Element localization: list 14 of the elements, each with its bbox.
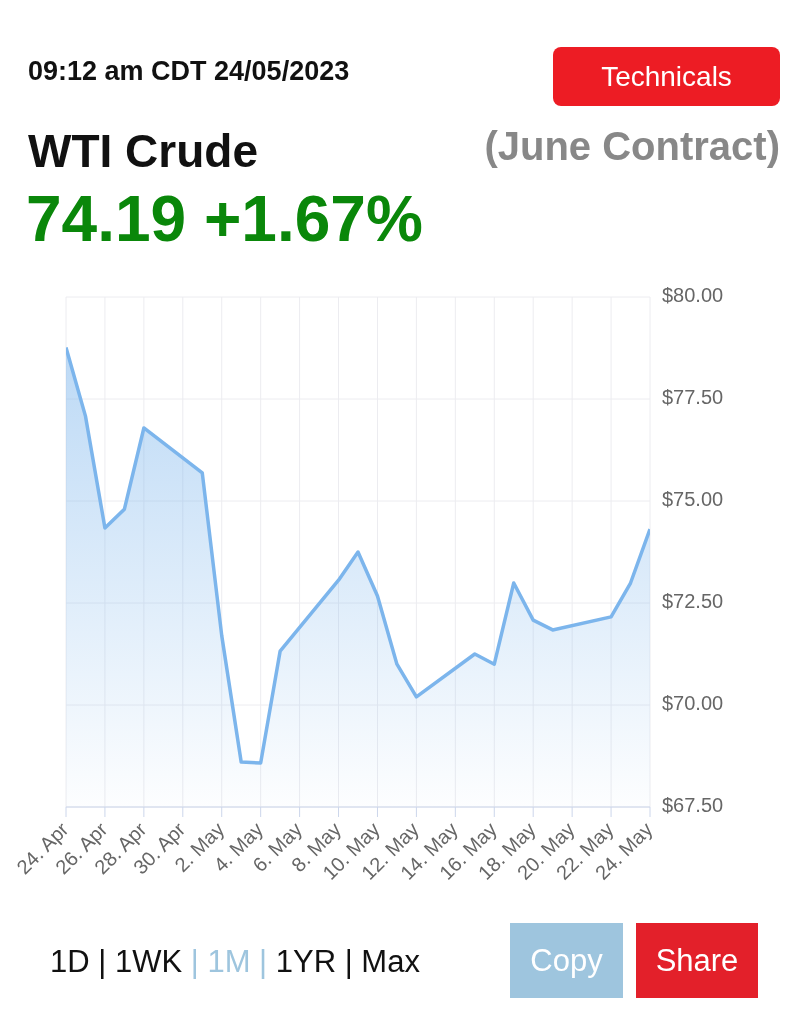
text: Share xyxy=(636,923,758,998)
text: 1D | 1WK | 1M | 1YR | Max xyxy=(50,944,420,979)
chart-subtitle: (June Contract) xyxy=(484,124,780,169)
y-tick-label: $67.50 xyxy=(662,794,724,817)
y-tick-label: $80.00 xyxy=(662,284,724,307)
text: Technicals xyxy=(553,47,780,106)
text: Copy xyxy=(510,923,623,998)
y-tick-label: $72.50 xyxy=(662,590,724,613)
y-tick-label: $70.00 xyxy=(662,692,724,715)
y-tick-label: $75.00 xyxy=(662,488,724,511)
chart-title: WTI Crude xyxy=(28,124,258,178)
text: 74.19 +1.67% xyxy=(26,182,423,256)
y-tick-label: $77.50 xyxy=(662,386,724,409)
text: 09:12 am CDT 24/05/2023 xyxy=(28,56,350,87)
